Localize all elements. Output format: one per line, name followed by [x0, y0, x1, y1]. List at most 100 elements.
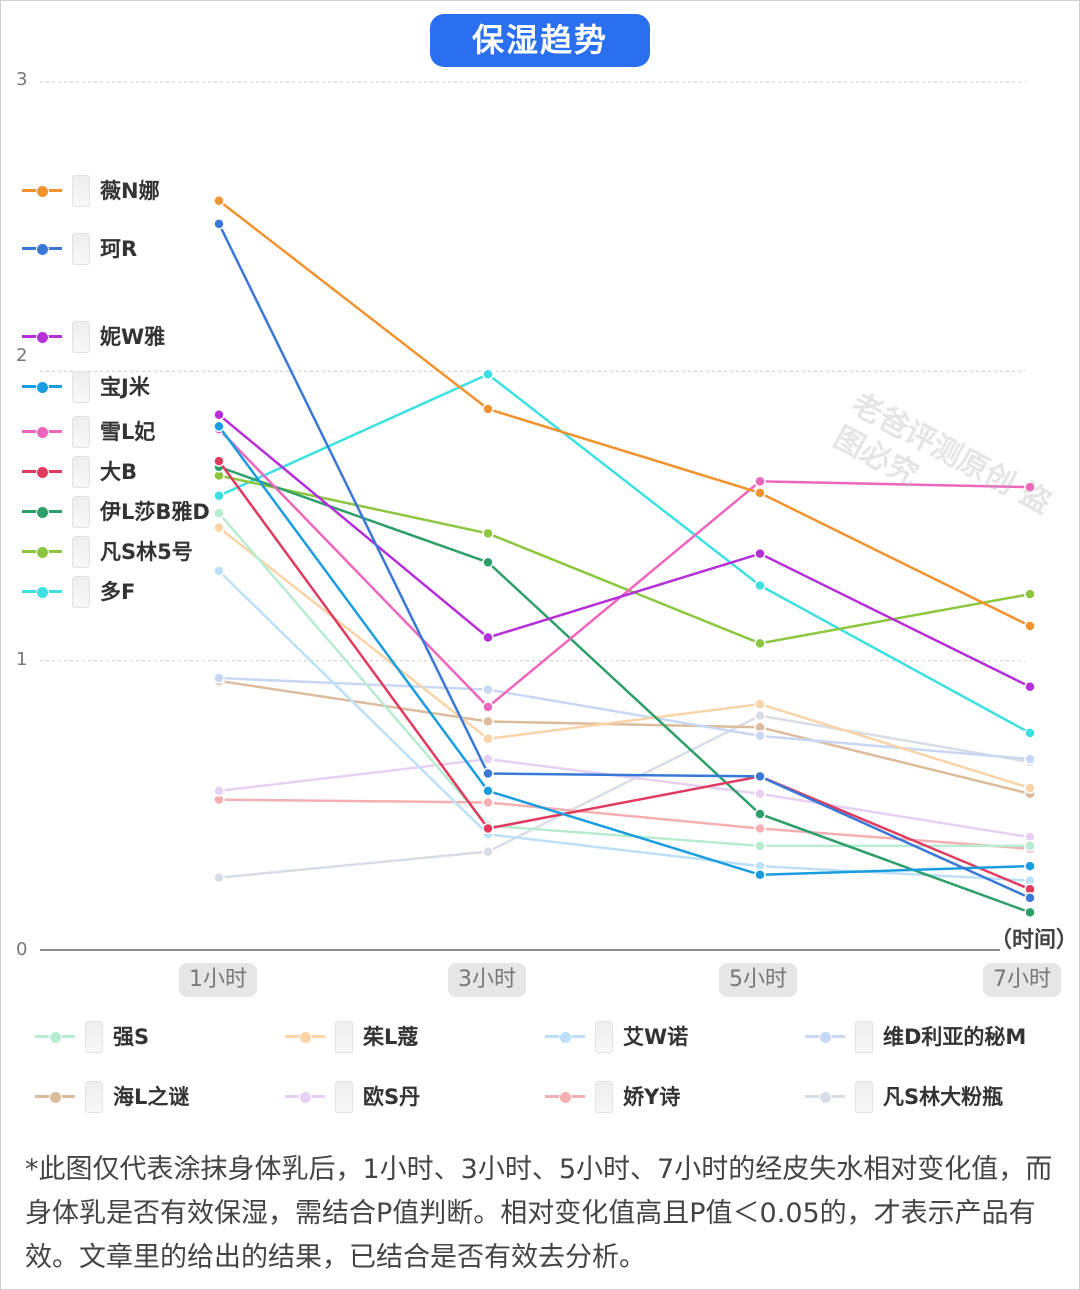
series-line-1 — [218, 199, 1031, 628]
product-thumbnail — [72, 321, 90, 353]
x-tick-label: 5小时 — [719, 963, 797, 997]
data-point — [482, 631, 494, 644]
legend-marker — [22, 586, 62, 599]
legend-item[interactable]: 珂R — [22, 233, 137, 265]
legend-label: 欧S丹 — [363, 1085, 421, 1109]
product-thumbnail — [72, 233, 90, 265]
series-line-6 — [217, 460, 1031, 891]
legend-item[interactable]: 维D利亚的秘M — [805, 1021, 1026, 1053]
legend-label: 凡S林5号 — [100, 540, 193, 564]
data-point — [213, 420, 225, 433]
legend-marker — [805, 1031, 845, 1044]
legend-label: 雪L妃 — [100, 420, 156, 444]
data-point — [482, 683, 494, 696]
legend-item[interactable]: 伊L莎B雅D — [22, 496, 210, 528]
legend-item[interactable]: 大B — [22, 456, 137, 488]
product-thumbnail — [855, 1081, 873, 1113]
data-point — [482, 527, 494, 540]
product-thumbnail — [72, 416, 90, 448]
legend-item[interactable]: 多F — [22, 576, 135, 608]
product-thumbnail — [72, 456, 90, 488]
legend-item[interactable]: 薇N娜 — [22, 175, 160, 207]
legend-label: 多F — [100, 580, 136, 604]
legend-marker — [545, 1091, 585, 1104]
data-point — [482, 845, 494, 858]
legend-item[interactable]: 强S — [35, 1021, 149, 1053]
series-line-7 — [218, 465, 1031, 914]
data-point — [754, 547, 766, 560]
data-point — [754, 788, 766, 800]
data-point — [482, 767, 494, 780]
series-line-13 — [218, 676, 1031, 761]
legend-label: 海L之谜 — [113, 1085, 190, 1109]
data-point — [1024, 727, 1036, 739]
data-point — [1024, 906, 1036, 919]
product-thumbnail — [595, 1021, 613, 1053]
legend-marker — [35, 1091, 75, 1104]
series-line-11 — [218, 526, 1031, 790]
data-point — [482, 701, 494, 713]
data-point — [213, 455, 225, 467]
data-point — [1024, 481, 1036, 493]
legend-label: 大B — [100, 460, 138, 484]
data-point — [213, 490, 225, 502]
data-point — [754, 770, 766, 783]
legend-label: 伊L莎B雅D — [100, 500, 210, 524]
data-point — [482, 785, 494, 797]
product-thumbnail — [72, 496, 90, 528]
series-line-15 — [218, 757, 1031, 839]
legend-marker — [545, 1031, 585, 1044]
x-axis-label: （时间） — [989, 928, 1078, 953]
legend-item[interactable]: 海L之谜 — [35, 1081, 189, 1113]
legend-item[interactable]: 凡S林大粉瓶 — [805, 1081, 1003, 1113]
series-line-10 — [218, 512, 1030, 848]
product-thumbnail — [72, 175, 90, 207]
legend-item[interactable]: 娇Y诗 — [545, 1081, 680, 1113]
x-tick-label: 3小时 — [448, 963, 526, 997]
product-thumbnail — [72, 576, 90, 608]
legend-label: 宝J米 — [100, 375, 150, 399]
data-point — [482, 753, 494, 765]
legend-marker — [285, 1091, 325, 1104]
legend-marker — [805, 1091, 845, 1104]
data-point — [213, 194, 225, 207]
y-tick-label: 2 — [16, 345, 28, 366]
data-point — [213, 409, 225, 421]
product-thumbnail — [85, 1021, 103, 1053]
legend-item[interactable]: 宝J米 — [22, 371, 150, 403]
data-point — [482, 822, 494, 835]
data-point — [754, 808, 766, 820]
series-line-4 — [217, 425, 1031, 877]
data-point — [1024, 782, 1036, 794]
data-point — [1024, 680, 1036, 693]
data-point — [754, 730, 766, 742]
legend-label: 妮W雅 — [100, 325, 166, 349]
legend-marker — [285, 1031, 325, 1044]
data-point — [754, 869, 766, 881]
data-point — [482, 556, 494, 569]
product-thumbnail — [335, 1021, 353, 1053]
data-point — [213, 785, 225, 797]
data-point — [213, 565, 225, 577]
data-point — [482, 368, 494, 381]
legend-item[interactable]: 凡S林5号 — [22, 536, 193, 568]
data-point — [1024, 860, 1036, 872]
legend-item[interactable]: 艾W诺 — [545, 1021, 688, 1053]
legend-item[interactable]: 茱L蔻 — [285, 1021, 418, 1053]
legend-marker — [22, 243, 62, 256]
x-tick-label: 1小时 — [179, 963, 257, 997]
legend-item[interactable]: 妮W雅 — [22, 321, 165, 353]
legend-marker — [22, 381, 62, 394]
data-point — [754, 637, 766, 650]
legend-item[interactable]: 欧S丹 — [285, 1081, 420, 1113]
series-line-12 — [218, 570, 1031, 882]
legend-item[interactable]: 雪L妃 — [22, 416, 155, 448]
data-point — [482, 733, 494, 745]
data-point — [754, 475, 766, 488]
y-tick-label: 1 — [16, 649, 28, 670]
legend-marker — [22, 185, 62, 198]
y-tick-label: 3 — [16, 69, 28, 90]
series-line-17 — [218, 714, 1031, 879]
data-point — [754, 579, 766, 592]
data-point — [213, 672, 225, 684]
